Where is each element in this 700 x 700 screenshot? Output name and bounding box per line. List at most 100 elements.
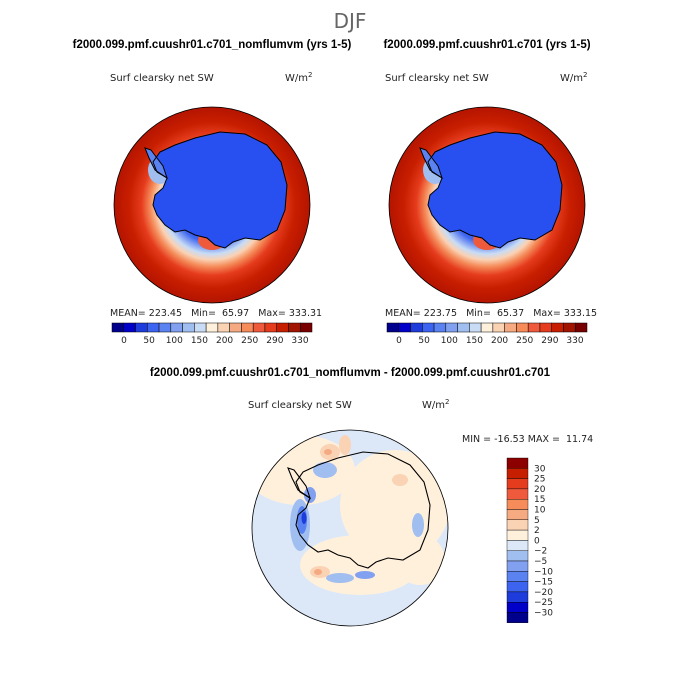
colorbar-tick-label: 0 xyxy=(121,336,127,346)
colorbar-swatch xyxy=(506,468,529,479)
panel-stats: MEAN= 223.75 Min= 65.37 Max= 333.15 xyxy=(385,308,597,319)
map-boundary xyxy=(113,106,311,304)
colorbar-swatch xyxy=(506,571,529,582)
colorbar-tick-label: 290 xyxy=(266,336,283,346)
colorbar-tick-label: 250 xyxy=(241,336,258,346)
panel-difference: Surf clearsky net SW W/m2 xyxy=(248,398,593,627)
colorbar-swatch xyxy=(288,322,301,333)
colorbar-swatch xyxy=(506,591,529,603)
colorbar-swatch xyxy=(506,457,529,469)
colorbar-swatch xyxy=(506,560,529,572)
colorbar-swatch xyxy=(469,322,482,333)
season-title: DJF xyxy=(334,9,367,33)
colorbar-swatch xyxy=(506,488,529,500)
colorbar-swatch xyxy=(506,499,529,510)
units-superscript: 2 xyxy=(308,71,312,79)
colorbar-tick-label: 200 xyxy=(216,336,233,346)
colorbar-swatch xyxy=(563,322,576,333)
colorbar-tick-label: −15 xyxy=(534,578,553,588)
colorbar-tick-label: 100 xyxy=(166,336,183,346)
colorbar-tick-label: −10 xyxy=(534,567,553,577)
colorbar-swatch xyxy=(457,322,470,333)
colorbar-tick-label: 2 xyxy=(534,526,540,536)
colorbar-swatch xyxy=(506,478,529,490)
colorbar-tick-label: 5 xyxy=(534,516,540,526)
panel-stats: MIN = -16.53 MAX = 11.74 xyxy=(462,434,593,445)
top-right-title: f2000.099.pmf.cuushr01.c701 (yrs 1-5) xyxy=(383,39,590,51)
diff-negative-regions xyxy=(290,462,424,583)
top-left-title: f2000.099.pmf.cuushr01.c701_nomflumvm (y… xyxy=(73,39,352,51)
diff-strong-positive xyxy=(314,449,332,575)
colorbar-swatch xyxy=(194,322,207,333)
colorbar-tick-label: 20 xyxy=(534,485,546,495)
panel-variable-label: Surf clearsky net SW xyxy=(385,73,489,84)
colorbar-swatch xyxy=(506,550,529,562)
colorbar-swatch xyxy=(480,322,494,333)
colorbar-swatch xyxy=(229,322,242,333)
colorbar-swatch xyxy=(506,519,529,531)
colorbar-tick-label: −25 xyxy=(534,598,553,608)
colorbar-swatch xyxy=(147,322,160,333)
colorbar-swatch xyxy=(241,322,254,333)
colorbar-swatch xyxy=(433,322,447,333)
colorbar-tick-label: 290 xyxy=(541,336,558,346)
colorbar-swatch xyxy=(252,322,266,333)
colorbar-swatch xyxy=(386,322,400,333)
diff-title: f2000.099.pmf.cuushr01.c701_nomflumvm - … xyxy=(150,367,551,379)
colorbar-swatch xyxy=(410,322,423,333)
colorbar-swatch xyxy=(506,540,529,551)
map-boundary xyxy=(388,106,586,304)
colorbar-swatch xyxy=(111,322,125,333)
colorbar-tick-label: 30 xyxy=(534,464,546,474)
colorbar-swatch xyxy=(182,322,195,333)
colorbar-swatch xyxy=(506,529,529,541)
colorbar-tick-label: 0 xyxy=(396,336,402,346)
colorbar-tick-label: 15 xyxy=(534,495,545,505)
colorbar-swatch xyxy=(574,322,588,333)
panel-units-label: W/m2 xyxy=(422,398,449,411)
colorbar: 0 50 100 150 200 250 290 330 xyxy=(386,322,588,346)
colorbar-tick-label: −30 xyxy=(534,609,553,619)
colorbar-tick-label: 50 xyxy=(418,336,430,346)
panel-top-left: Surf clearsky net SW W/m2 MEAN= 223.45 M… xyxy=(110,71,322,346)
colorbar-swatch xyxy=(551,322,564,333)
colorbar-swatch xyxy=(217,322,230,333)
units-text: W/m xyxy=(285,73,308,84)
colorbar-swatch xyxy=(123,322,136,333)
panel-units-label: W/m2 xyxy=(560,71,587,84)
colorbar-tick-label: 200 xyxy=(491,336,508,346)
colorbar-tick-label: 330 xyxy=(566,336,583,346)
colorbar-swatch xyxy=(445,322,458,333)
colorbar-tick-label: 25 xyxy=(534,475,545,485)
panel-variable-label: Surf clearsky net SW xyxy=(110,73,214,84)
colorbar-swatch xyxy=(492,322,505,333)
colorbar: 0 50 100 150 200 250 290 330 xyxy=(111,322,313,346)
panel-variable-label: Surf clearsky net SW xyxy=(248,400,352,411)
colorbar-swatch xyxy=(158,322,172,333)
colorbar-swatch xyxy=(539,322,552,333)
colorbar-swatch xyxy=(506,509,529,521)
colorbar-swatch xyxy=(516,322,529,333)
colorbar-swatch xyxy=(205,322,219,333)
colorbar-tick-label: 330 xyxy=(291,336,308,346)
colorbar-swatch xyxy=(299,322,313,333)
units-text: W/m xyxy=(422,400,445,411)
colorbar-tick-label: 50 xyxy=(143,336,155,346)
colorbar-swatch xyxy=(264,322,277,333)
colorbar-swatch xyxy=(276,322,289,333)
map-boundary xyxy=(251,429,449,627)
colorbar-tick-label: 100 xyxy=(441,336,458,346)
colorbar-tick-label: 150 xyxy=(466,336,483,346)
colorbar-swatch xyxy=(527,322,541,333)
colorbar-swatch xyxy=(170,322,183,333)
colorbar-tick-label: 150 xyxy=(191,336,208,346)
colorbar-swatch xyxy=(504,322,517,333)
colorbar-swatch xyxy=(422,322,435,333)
colorbar-tick-label: −5 xyxy=(534,557,547,567)
panel-stats: MEAN= 223.45 Min= 65.97 Max= 333.31 xyxy=(110,308,322,319)
colorbar-tick-label: −20 xyxy=(534,588,553,598)
colorbar-swatch xyxy=(506,581,529,593)
colorbar-tick-label: 0 xyxy=(534,536,540,546)
